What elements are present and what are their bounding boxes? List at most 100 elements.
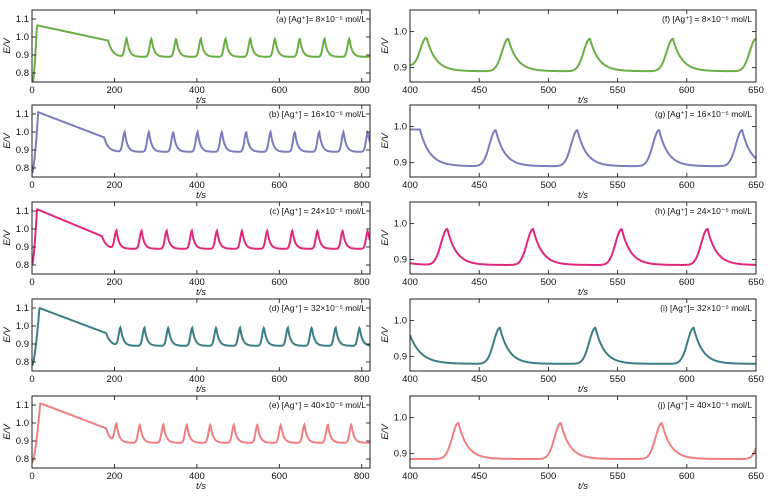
y-tick-label: 0.9	[394, 158, 407, 169]
x-tick-label: 450	[471, 85, 487, 96]
y-tick-label: 0.9	[16, 50, 29, 61]
series-line-f	[410, 37, 756, 73]
x-tick-label: 800	[354, 180, 370, 191]
x-tick-label: 550	[610, 374, 626, 385]
panel-f: 400 450 500 550 600 650 0.9 1.0 t/s E/V (f) [Ag⁺] …	[380, 9, 764, 106]
x-tick-label: 0	[29, 471, 34, 482]
panel-i: 400 450 500 550 600 650 0.9 1.0 t/s E/V (i) [Ag⁺]=…	[380, 298, 764, 395]
y-tick-label: 1.1	[16, 400, 29, 411]
x-tick-label: 0	[29, 374, 34, 385]
y-tick-label: 0.8	[16, 163, 29, 174]
y-tick-label: 0.9	[16, 242, 29, 253]
x-tick-label: 0	[29, 277, 34, 288]
x-tick-label: 200	[107, 277, 123, 288]
y-tick-label: 1.1	[16, 109, 29, 120]
y-tick-label: 0.8	[16, 357, 29, 368]
y-tick-label: 1.0	[394, 27, 407, 38]
x-tick-label: 800	[354, 471, 370, 482]
x-tick-label: 550	[610, 180, 626, 191]
x-tick-label: 400	[402, 471, 418, 482]
x-tick-label: 600	[679, 471, 695, 482]
x-tick-label: 400	[402, 85, 418, 96]
x-tick-label: 800	[354, 374, 370, 385]
axes-frame-c	[31, 201, 371, 275]
x-tick-label: 600	[679, 374, 695, 385]
panel-a: 0 200 400 600 800 0.8 0.9 1.0 1.1 t/s E/V (a) [Ag⁺]…	[2, 9, 371, 106]
x-axis-label: t/s	[578, 481, 588, 492]
axes-frame-f	[409, 9, 757, 83]
x-axis-label: t/s	[196, 95, 206, 106]
x-axis-label: t/s	[578, 384, 588, 395]
x-tick-label: 400	[189, 277, 205, 288]
y-tick-label: 0.8	[16, 68, 29, 79]
x-tick-label: 600	[679, 277, 695, 288]
x-tick-label: 600	[271, 471, 287, 482]
panel-annotation: (a) [Ag⁺]= 8×10⁻⁵ mol/L	[276, 14, 366, 24]
y-axis-label: E/V	[2, 37, 13, 54]
y-axis-label: E/V	[2, 132, 13, 149]
y-axis-label: E/V	[380, 229, 391, 246]
x-tick-label: 200	[107, 374, 123, 385]
panel-annotation: (g) [Ag⁺] = 16×10⁻⁵ mol/L	[655, 109, 752, 119]
y-axis-label: E/V	[380, 132, 391, 149]
x-tick-label: 650	[748, 374, 764, 385]
x-tick-label: 200	[107, 471, 123, 482]
series-line-j	[410, 421, 756, 460]
x-tick-label: 600	[679, 180, 695, 191]
y-tick-label: 1.0	[16, 224, 29, 235]
panel-annotation: (f) [Ag⁺] = 8×10⁻⁵ mol/L	[662, 14, 752, 24]
y-tick-label: 1.1	[16, 206, 29, 217]
y-tick-label: 1.0	[394, 122, 407, 133]
axes-frame-g	[409, 104, 757, 178]
x-tick-label: 500	[540, 180, 556, 191]
axes-frame-d	[31, 298, 371, 372]
series-line-b	[32, 110, 370, 174]
x-tick-label: 650	[748, 471, 764, 482]
panel-annotation: (i) [Ag⁺]= 32×10⁻⁵ mol/L	[660, 303, 752, 313]
x-tick-label: 400	[402, 180, 418, 191]
x-tick-label: 550	[610, 471, 626, 482]
axes-frame-i	[409, 298, 757, 372]
y-tick-label: 1.0	[16, 418, 29, 429]
x-tick-label: 800	[354, 277, 370, 288]
x-tick-label: 400	[189, 374, 205, 385]
y-tick-label: 0.9	[16, 145, 29, 156]
y-tick-label: 1.0	[394, 219, 407, 230]
panel-annotation: (d) [Ag⁺] = 32×10⁻⁵ mol/L	[269, 303, 366, 313]
panel-annotation: (b) [Ag⁺] = 16×10⁻⁵ mol/L	[269, 109, 366, 119]
y-tick-label: 1.1	[16, 303, 29, 314]
panel-d: 0 200 400 600 800 0.8 0.9 1.0 1.1 t/s E/V (d) [Ag⁺]…	[2, 298, 371, 395]
x-tick-label: 650	[748, 180, 764, 191]
series-line-a	[32, 24, 370, 82]
y-tick-label: 0.8	[16, 260, 29, 271]
x-axis-label: t/s	[578, 287, 588, 298]
y-axis-label: E/V	[2, 229, 13, 246]
x-tick-label: 500	[540, 471, 556, 482]
x-tick-label: 400	[402, 374, 418, 385]
y-tick-label: 1.0	[394, 413, 407, 424]
y-axis-label: E/V	[2, 326, 13, 343]
x-tick-label: 400	[189, 180, 205, 191]
x-tick-label: 200	[107, 85, 123, 96]
y-tick-label: 0.9	[394, 449, 407, 460]
y-tick-label: 0.9	[16, 436, 29, 447]
x-tick-label: 550	[610, 85, 626, 96]
x-tick-label: 200	[107, 180, 123, 191]
panel-annotation: (e) [Ag⁺] = 40×10⁻⁵ mol/L	[269, 400, 366, 410]
x-axis-label: t/s	[196, 481, 206, 492]
x-tick-label: 800	[354, 85, 370, 96]
x-tick-label: 600	[271, 85, 287, 96]
x-axis-label: t/s	[578, 190, 588, 201]
panel-annotation: (j) [Ag⁺] = 40×10⁻⁵ mol/L	[658, 400, 753, 410]
panel-b: 0 200 400 600 800 0.8 0.9 1.0 1.1 t/s E/V (b) [Ag⁺]…	[2, 104, 371, 201]
axes-frame-h	[409, 201, 757, 275]
x-tick-label: 0	[29, 180, 34, 191]
x-tick-label: 400	[189, 85, 205, 96]
axes-frame-e	[31, 395, 371, 469]
x-axis-label: t/s	[196, 384, 206, 395]
x-axis-label: t/s	[578, 95, 588, 106]
y-tick-label: 0.9	[16, 339, 29, 350]
y-tick-label: 1.0	[394, 316, 407, 327]
x-tick-label: 500	[540, 85, 556, 96]
